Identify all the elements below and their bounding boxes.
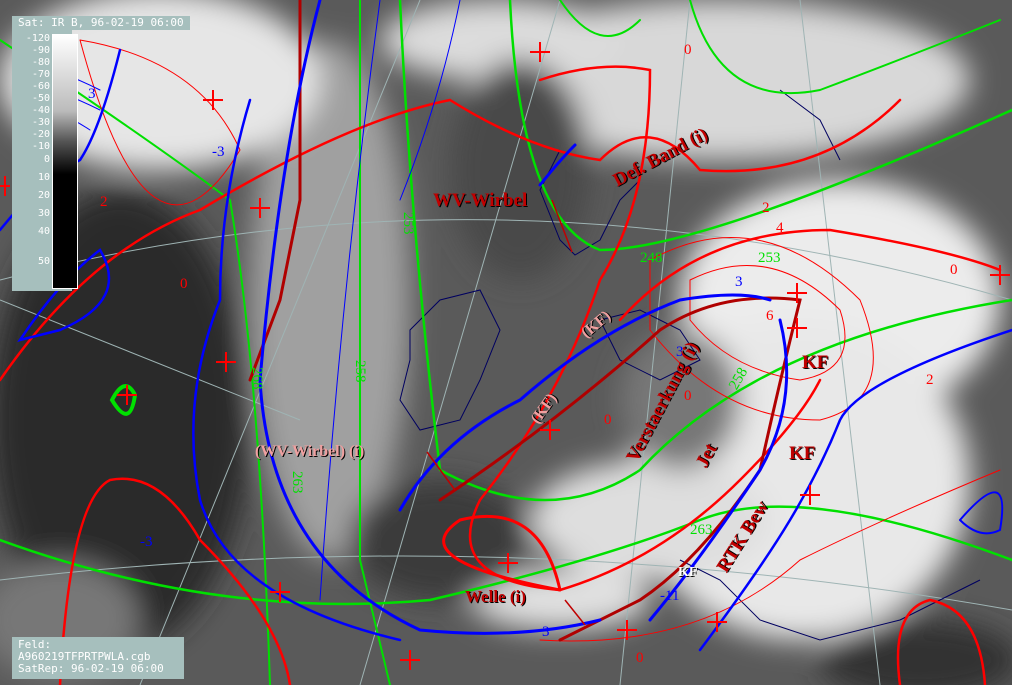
contour-label: 253 <box>758 250 781 266</box>
feld-label: Feld: <box>18 638 52 651</box>
contour-label: 3 <box>735 274 743 290</box>
scale-tick-label: -40 <box>31 105 50 116</box>
label-kf-3: KF <box>678 565 698 580</box>
contour-label: 3 <box>88 86 96 102</box>
scale-tick-label: 0 <box>43 154 50 165</box>
info-panel: Feld: A960219TFPRTPWLA.cgb SatRep: 96-02… <box>12 637 184 679</box>
contour-label: 263 <box>690 522 713 538</box>
contour-label: 3 <box>542 624 550 640</box>
label-kf-2: KF <box>789 443 816 464</box>
temperature-scale-legend <box>12 16 78 291</box>
contour-label: 3 <box>676 344 684 360</box>
pressure-center-markers <box>0 42 1010 670</box>
contour-label: 263 <box>289 471 305 494</box>
scale-tick-label: 30 <box>37 208 50 219</box>
scale-tick-label: 50 <box>37 256 50 267</box>
scale-tick-label: -80 <box>31 57 50 68</box>
contour-label: 0 <box>684 388 692 404</box>
scale-tick-label: -10 <box>31 141 50 152</box>
legend-title: Sat: IR B, 96-02-19 06:00 <box>12 16 190 30</box>
scale-tick-label: 40 <box>37 226 50 237</box>
contour-label: 4 <box>776 220 784 236</box>
scale-tick-label: -90 <box>31 45 50 56</box>
file-name: A960219TFPRTPWLA.cgb <box>18 650 151 663</box>
contour-label: 0 <box>684 42 692 58</box>
label-wv-wirbel: WV-Wirbel <box>433 190 528 211</box>
contour-label: 248 <box>640 250 663 266</box>
label-kf-1: KF <box>802 352 829 373</box>
scale-tick-label: -60 <box>31 81 50 92</box>
label-wv-wirbel-i: (WV-Wirbel) (i) <box>255 443 365 460</box>
contour-label: 6 <box>766 308 774 324</box>
scale-tick-label: -30 <box>31 117 50 128</box>
contour-label: 268 <box>249 367 265 390</box>
contour-label: 0 <box>636 650 644 666</box>
contour-label: 0 <box>950 262 958 278</box>
scale-tick-label: 20 <box>37 190 50 201</box>
coastlines <box>399 89 981 641</box>
scale-tick-label: -50 <box>31 93 50 104</box>
contour-label: 0 <box>604 412 612 428</box>
label-welle: Welle (i) <box>465 587 526 606</box>
satrep-date: SatRep: 96-02-19 06:00 <box>18 662 164 675</box>
contour-label: 253 <box>400 212 416 235</box>
contour-label: 258 <box>352 360 368 383</box>
contour-label: 2 <box>926 372 934 388</box>
scale-tick-label: -70 <box>31 69 50 80</box>
contour-label: -11 <box>660 588 679 604</box>
contour-label: -3 <box>212 144 225 160</box>
contour-label: 2 <box>100 194 108 210</box>
contour-label: -3 <box>140 534 153 550</box>
grayscale-bar <box>52 34 78 289</box>
scale-tick-label: -120 <box>25 33 50 44</box>
contour-label: 2 <box>762 200 770 216</box>
annotation-arrows <box>426 199 586 626</box>
scale-tick-label: 10 <box>37 172 50 183</box>
contour-label: 0 <box>180 276 188 292</box>
scale-tick-label: -20 <box>31 129 50 140</box>
